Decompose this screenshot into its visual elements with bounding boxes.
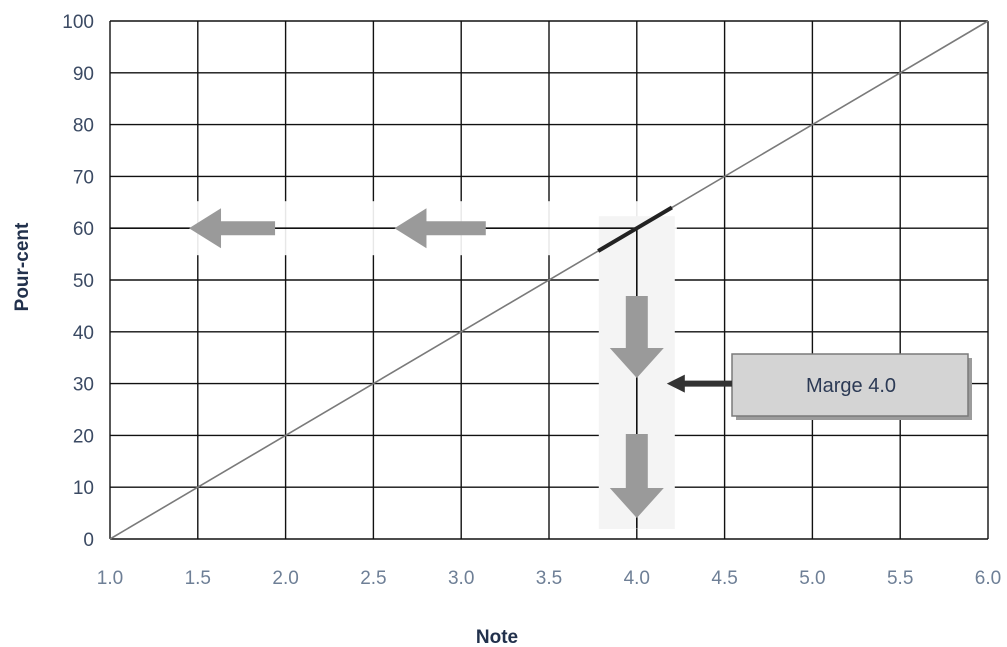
y-tick-labels: 0 10 20 30 40 50 60 70 80 90 100: [62, 12, 94, 551]
y-tick-label-6: 60: [73, 219, 94, 240]
y-axis-title: Pour-cent: [12, 222, 33, 311]
y-tick-label-7: 70: [73, 167, 94, 188]
y-tick-label-0: 0: [83, 530, 94, 551]
x-tick-labels: 1.0 1.5 2.0 2.5 3.0 3.5 4.0 4.5 5.0 5.5 6.0: [97, 568, 1001, 589]
callout-pointer-head: [666, 374, 685, 393]
vertical-arrow-upper: [609, 296, 664, 378]
x-tick-label-8: 5.0: [799, 568, 825, 589]
guide-highlight: [118, 201, 677, 529]
x-tick-label-10: 6.0: [975, 568, 1001, 589]
y-tick-label-4: 40: [73, 323, 94, 344]
x-tick-label-1: 1.5: [185, 568, 211, 589]
horizontal-arrow-right: [394, 208, 486, 249]
y-tick-label-5: 50: [73, 271, 94, 292]
y-tick-label-2: 20: [73, 426, 94, 447]
vertical-arrow-lower: [609, 434, 664, 518]
series: [109, 20, 989, 540]
y-tick-label-8: 80: [73, 116, 94, 137]
x-tick-label-9: 5.5: [887, 568, 913, 589]
reading-segment: [597, 205, 673, 253]
x-tick-label-3: 2.5: [360, 568, 386, 589]
callout-text: Marge 4.0: [806, 375, 896, 397]
horizontal-arrow-left: [189, 208, 276, 249]
x-tick-label-6: 4.0: [624, 568, 650, 589]
series-line-0: [109, 20, 989, 540]
guide-arrows: [189, 208, 664, 518]
x-tick-label-4: 3.0: [448, 568, 474, 589]
callout-box: [731, 353, 969, 417]
x-axis-title: Note: [476, 627, 518, 647]
y-tick-label-9: 90: [73, 64, 94, 85]
y-tick-label-10: 100: [62, 12, 94, 33]
x-tick-label-2: 2.0: [272, 568, 298, 589]
y-tick-label-3: 30: [73, 375, 94, 396]
x-tick-label-5: 3.5: [536, 568, 562, 589]
callout: Marge 4.0: [666, 353, 972, 420]
y-tick-label-1: 10: [73, 478, 94, 499]
x-tick-label-0: 1.0: [97, 568, 123, 589]
guide-lines: [110, 205, 673, 529]
x-tick-label-7: 4.5: [711, 568, 737, 589]
